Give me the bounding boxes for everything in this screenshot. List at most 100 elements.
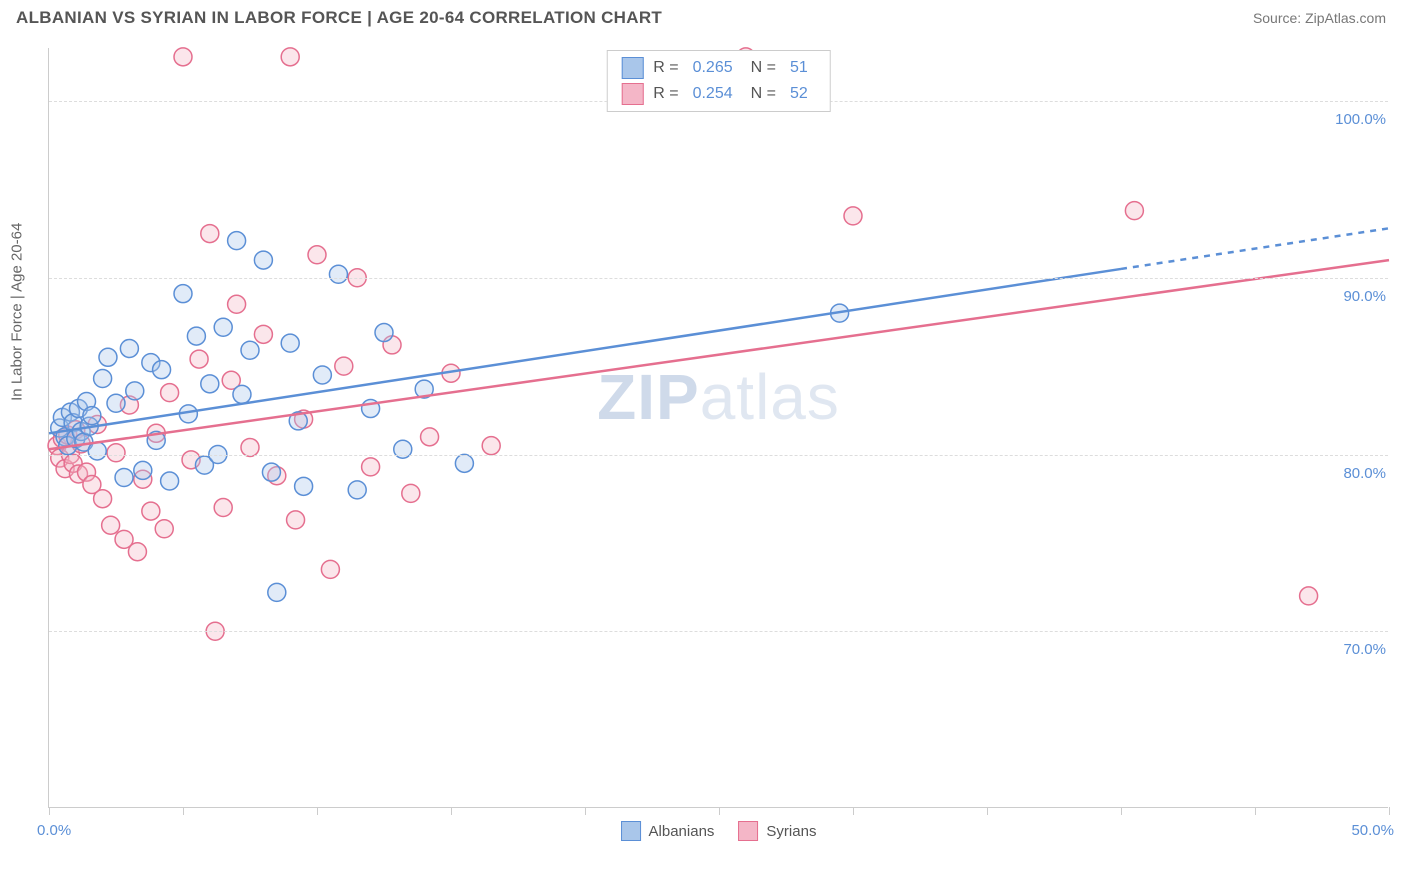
- data-point: [107, 444, 125, 462]
- data-point: [99, 348, 117, 366]
- data-point: [228, 232, 246, 250]
- grid-line: [49, 278, 1388, 279]
- x-tick: [1255, 807, 1256, 815]
- x-tick: [183, 807, 184, 815]
- data-point: [115, 468, 133, 486]
- data-point: [455, 454, 473, 472]
- y-axis-title: In Labor Force | Age 20-64: [9, 222, 26, 400]
- data-point: [362, 458, 380, 476]
- swatch-icon: [621, 821, 641, 841]
- x-tick: [987, 807, 988, 815]
- x-tick: [585, 807, 586, 815]
- data-point: [281, 334, 299, 352]
- y-tick-label: 100.0%: [1331, 111, 1390, 128]
- data-point: [94, 370, 112, 388]
- legend-label: Albanians: [649, 823, 715, 840]
- series-legend: Albanians Syrians: [621, 821, 817, 841]
- legend-item: Syrians: [738, 821, 816, 841]
- data-point: [321, 560, 339, 578]
- data-point: [233, 385, 251, 403]
- data-point: [1300, 587, 1318, 605]
- data-point: [174, 48, 192, 66]
- data-point: [348, 481, 366, 499]
- data-point: [142, 502, 160, 520]
- data-point: [214, 499, 232, 517]
- data-point: [287, 511, 305, 529]
- data-point: [153, 361, 171, 379]
- data-point: [107, 394, 125, 412]
- data-point: [268, 583, 286, 601]
- r-value: 0.265: [693, 59, 733, 77]
- data-point: [134, 461, 152, 479]
- data-point: [329, 265, 347, 283]
- swatch-icon: [621, 57, 643, 79]
- data-point: [83, 407, 101, 425]
- chart-title: ALBANIAN VS SYRIAN IN LABOR FORCE | AGE …: [16, 8, 662, 28]
- x-tick: [853, 807, 854, 815]
- swatch-icon: [738, 821, 758, 841]
- data-point: [161, 472, 179, 490]
- header: ALBANIAN VS SYRIAN IN LABOR FORCE | AGE …: [0, 0, 1406, 28]
- data-point: [228, 295, 246, 313]
- data-point: [214, 318, 232, 336]
- data-point: [88, 442, 106, 460]
- correlation-legend: R = 0.265 N = 51 R = 0.254 N = 52: [606, 50, 831, 112]
- legend-label: Syrians: [766, 823, 816, 840]
- data-point: [174, 285, 192, 303]
- data-point: [187, 327, 205, 345]
- data-point: [281, 48, 299, 66]
- data-point: [94, 490, 112, 508]
- x-tick: [1389, 807, 1390, 815]
- swatch-icon: [621, 83, 643, 105]
- n-value: 52: [790, 85, 808, 103]
- grid-line: [49, 631, 1388, 632]
- data-point: [201, 225, 219, 243]
- r-label: R =: [653, 59, 678, 77]
- data-point: [201, 375, 219, 393]
- data-point: [161, 384, 179, 402]
- data-point: [128, 543, 146, 561]
- r-label: R =: [653, 85, 678, 103]
- x-tick: [49, 807, 50, 815]
- r-value: 0.254: [693, 85, 733, 103]
- data-point: [262, 463, 280, 481]
- x-label-min: 0.0%: [37, 822, 71, 839]
- x-label-max: 50.0%: [1351, 822, 1394, 839]
- data-point: [120, 339, 138, 357]
- n-label: N =: [751, 59, 776, 77]
- x-tick: [719, 807, 720, 815]
- legend-row: R = 0.254 N = 52: [621, 81, 816, 107]
- data-point: [375, 324, 393, 342]
- data-point: [421, 428, 439, 446]
- trend-line: [49, 269, 1121, 433]
- data-point: [402, 484, 420, 502]
- y-tick-label: 80.0%: [1339, 465, 1390, 482]
- data-point: [254, 325, 272, 343]
- data-point: [155, 520, 173, 538]
- legend-row: R = 0.265 N = 51: [621, 55, 816, 81]
- n-value: 51: [790, 59, 808, 77]
- data-point: [335, 357, 353, 375]
- x-tick: [317, 807, 318, 815]
- grid-line: [49, 455, 1388, 456]
- data-point: [241, 341, 259, 359]
- data-point: [126, 382, 144, 400]
- data-point: [394, 440, 412, 458]
- trend-line-extrapolated: [1121, 228, 1389, 269]
- data-point: [102, 516, 120, 534]
- data-point: [313, 366, 331, 384]
- source-label: Source: ZipAtlas.com: [1253, 10, 1386, 26]
- y-tick-label: 90.0%: [1339, 288, 1390, 305]
- data-point: [254, 251, 272, 269]
- data-point: [482, 437, 500, 455]
- data-point: [308, 246, 326, 264]
- x-tick: [451, 807, 452, 815]
- data-point: [1125, 202, 1143, 220]
- n-label: N =: [751, 85, 776, 103]
- data-point: [190, 350, 208, 368]
- data-point: [295, 477, 313, 495]
- y-tick-label: 70.0%: [1339, 641, 1390, 658]
- legend-item: Albanians: [621, 821, 715, 841]
- data-point: [844, 207, 862, 225]
- chart-area: In Labor Force | Age 20-64 ZIPatlas R = …: [48, 48, 1388, 808]
